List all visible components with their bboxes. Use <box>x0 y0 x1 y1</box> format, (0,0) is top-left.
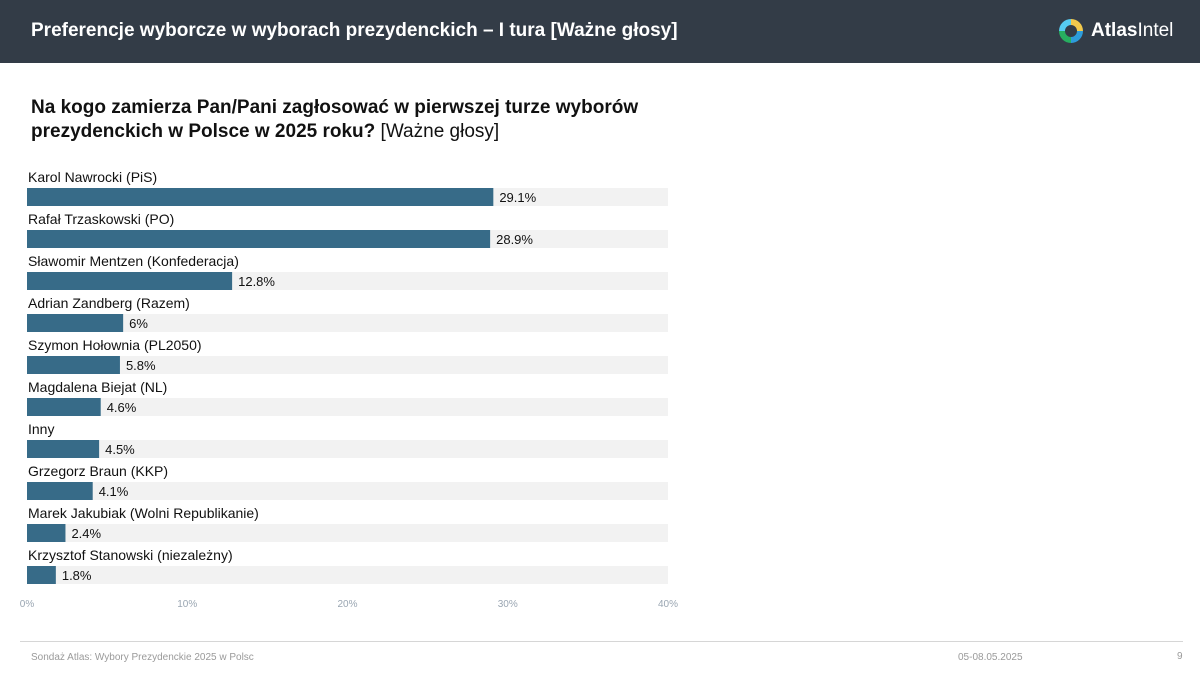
category-label: Sławomir Mentzen (Konfederacja) <box>28 253 239 269</box>
footer-source: Sondaż Atlas: Wybory Prezydenckie 2025 w… <box>31 652 254 663</box>
bar <box>27 566 56 584</box>
bar-track <box>27 356 668 374</box>
category-label: Rafał Trzaskowski (PO) <box>28 211 174 227</box>
atlasintel-logo-icon <box>1059 19 1083 43</box>
footer-date: 05-08.05.2025 <box>958 652 1023 663</box>
question-note: [Ważne głosy] <box>380 121 500 142</box>
category-label: Marek Jakubiak (Wolni Republikanie) <box>28 505 259 521</box>
bar-track <box>27 314 668 332</box>
bar-track <box>27 524 668 542</box>
bar <box>27 440 100 458</box>
brand-name-rest: Intel <box>1137 20 1174 41</box>
bar <box>27 482 93 500</box>
header-bar: Preferencje wyborcze w wyborach prezyden… <box>0 0 1200 63</box>
bar-track <box>27 482 668 500</box>
value-label: 4.6% <box>107 400 137 415</box>
category-label: Magdalena Biejat (NL) <box>28 379 167 395</box>
category-label: Adrian Zandberg (Razem) <box>28 295 190 311</box>
bar <box>27 188 494 206</box>
value-label: 12.8% <box>238 274 275 289</box>
value-label: 29.1% <box>499 190 536 205</box>
x-tick-label: 40% <box>658 599 678 610</box>
x-tick-label: 20% <box>337 599 357 610</box>
value-label: 4.5% <box>105 442 135 457</box>
question-text: Na kogo zamierza Pan/Pani zagłosować w p… <box>31 96 771 144</box>
brand-name: AtlasIntel <box>1091 20 1173 42</box>
bar-track <box>27 398 668 416</box>
bar <box>27 356 120 374</box>
footer-divider <box>20 641 1183 642</box>
value-label: 2.4% <box>71 526 101 541</box>
bar <box>27 398 101 416</box>
x-tick-label: 0% <box>20 599 35 610</box>
category-label: Karol Nawrocki (PiS) <box>28 169 157 185</box>
bar-track <box>27 440 668 458</box>
value-label: 28.9% <box>496 232 533 247</box>
category-label: Krzysztof Stanowski (niezależny) <box>28 547 233 563</box>
value-label: 1.8% <box>62 568 92 583</box>
bar-track <box>27 566 668 584</box>
value-label: 6% <box>129 316 148 331</box>
question-main: Na kogo zamierza Pan/Pani zagłosować w p… <box>31 97 639 142</box>
bar <box>27 314 124 332</box>
brand: AtlasIntel <box>1057 16 1173 46</box>
category-label: Szymon Hołownia (PL2050) <box>28 337 202 353</box>
x-tick-label: 30% <box>498 599 518 610</box>
category-label: Inny <box>28 421 54 437</box>
bar <box>27 272 233 290</box>
bar <box>27 230 491 248</box>
value-label: 5.8% <box>126 358 156 373</box>
value-label: 4.1% <box>99 484 129 499</box>
slide-title: Preferencje wyborcze w wyborach prezyden… <box>31 20 678 41</box>
brand-name-bold: Atlas <box>1091 20 1138 41</box>
category-label: Grzegorz Braun (KKP) <box>28 463 168 479</box>
page-number: 9 <box>1177 651 1183 662</box>
bar <box>27 524 66 542</box>
x-tick-label: 10% <box>177 599 197 610</box>
